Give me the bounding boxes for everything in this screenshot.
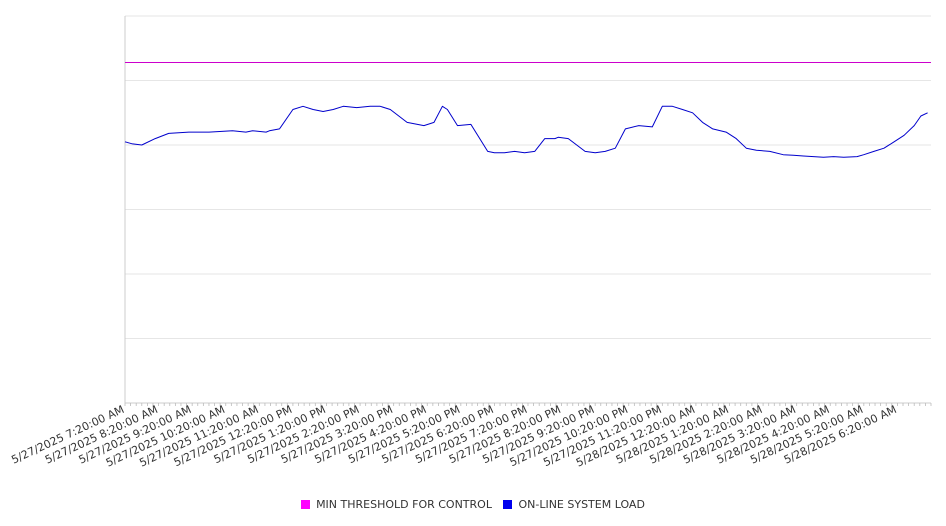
legend-swatch-threshold	[301, 500, 311, 509]
legend-swatch-system-load	[503, 500, 513, 509]
legend: MIN THRESHOLD FOR CONTROL ON-LINE SYSTEM…	[0, 498, 946, 512]
legend-label-threshold: MIN THRESHOLD FOR CONTROL	[316, 498, 492, 511]
legend-item-system-load[interactable]: ON-LINE SYSTEM LOAD	[503, 498, 645, 511]
axes	[124, 16, 932, 406]
series-line-system-load	[124, 105, 928, 158]
grid-lines	[125, 15, 931, 339]
legend-item-threshold[interactable]: MIN THRESHOLD FOR CONTROL	[301, 498, 492, 511]
x-tick-labels: 5/27/2025 7:20:00 AM5/27/2025 8:20:00 AM…	[9, 403, 898, 470]
legend-label-system-load: ON-LINE SYSTEM LOAD	[518, 498, 645, 511]
series-lines	[124, 61, 931, 158]
